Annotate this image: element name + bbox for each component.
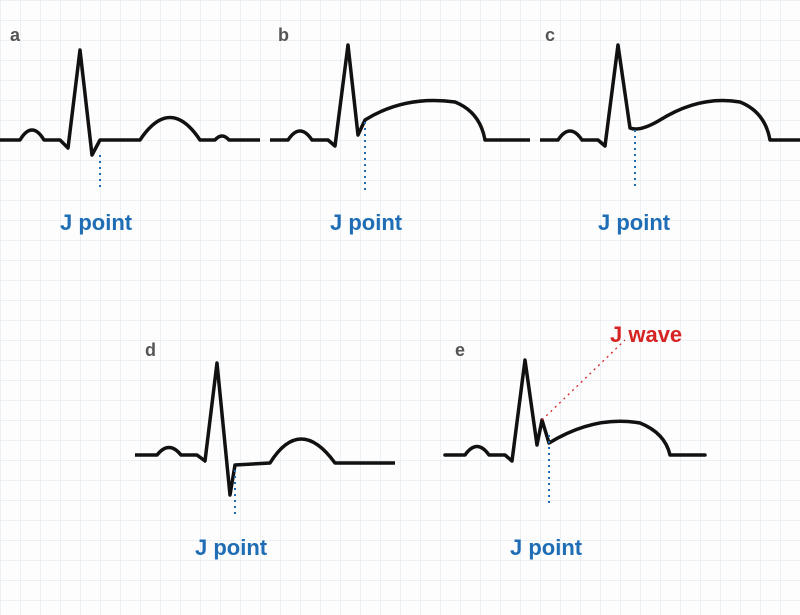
ecg-trace-b [270, 45, 530, 146]
figure-canvas: a J point b J point c J point d J point … [0, 0, 800, 615]
panel-e-ecg [445, 345, 725, 545]
ecg-trace-d [135, 363, 395, 495]
jpoint-label-a: J point [60, 210, 132, 236]
ecg-trace-e [445, 360, 705, 461]
panel-b-ecg [270, 40, 530, 220]
ecg-trace-c [540, 45, 800, 146]
panel-a-ecg [0, 40, 260, 220]
jpoint-label-b: J point [330, 210, 402, 236]
ecg-trace-a [0, 50, 260, 155]
jpoint-label-e: J point [510, 535, 582, 561]
jwave-marker-e [542, 340, 625, 420]
jpoint-label-c: J point [598, 210, 670, 236]
jwave-label-e: J wave [610, 322, 682, 348]
jpoint-label-d: J point [195, 535, 267, 561]
panel-c-ecg [540, 40, 800, 220]
panel-d-ecg [135, 355, 395, 545]
